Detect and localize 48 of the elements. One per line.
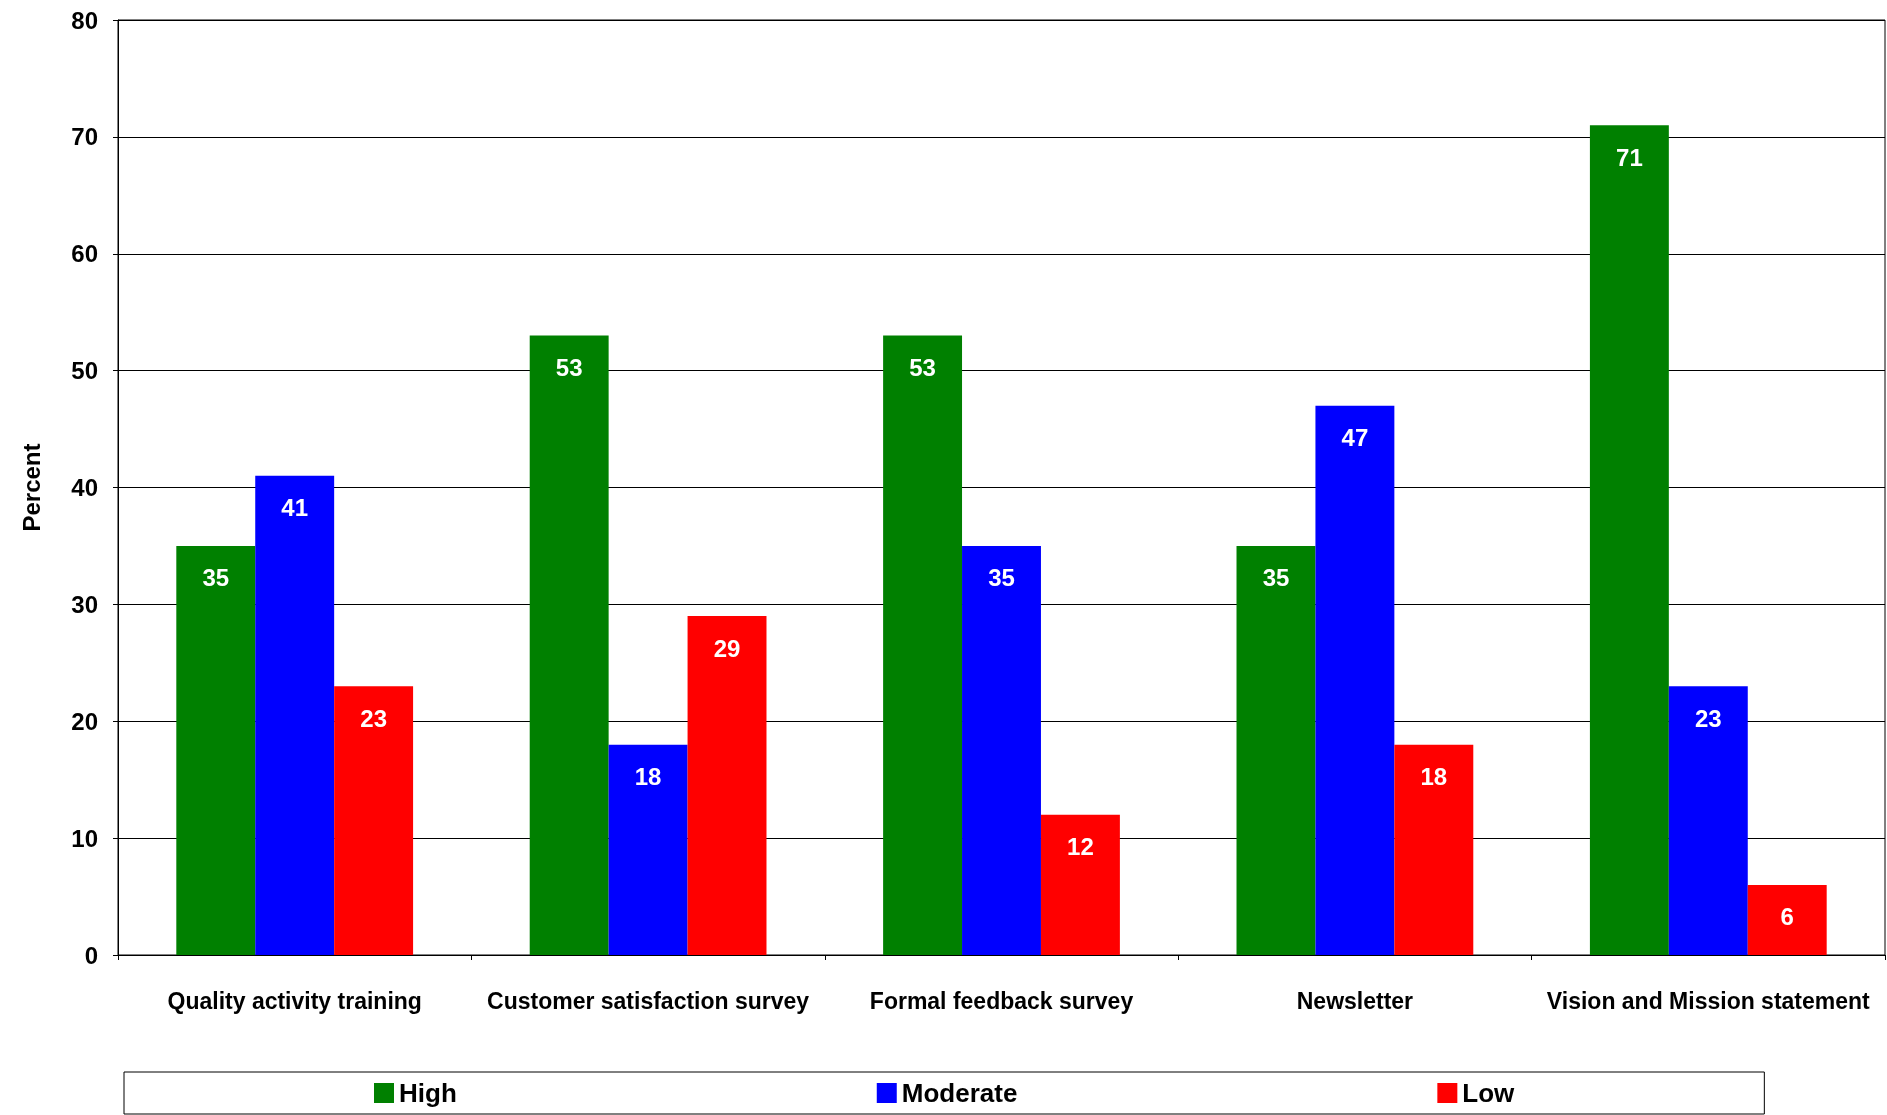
x-tick-label: Quality activity training: [167, 988, 422, 1014]
data-label: 47: [1341, 424, 1369, 452]
bar: [1668, 686, 1748, 955]
data-label: 18: [1420, 763, 1448, 791]
bar: [962, 545, 1041, 955]
y-tick-label: 20: [71, 707, 98, 735]
bar: [687, 616, 767, 955]
x-tick-label: Newsletter: [1296, 988, 1414, 1014]
data-label: 23: [360, 704, 387, 732]
data-label: 71: [1616, 143, 1643, 171]
legend-label: Moderate: [901, 1078, 1018, 1108]
data-label: 12: [1067, 833, 1094, 861]
bar: [334, 686, 414, 955]
y-tick-label: 40: [71, 474, 98, 501]
x-tick-label: Vision and Mission statement: [1546, 988, 1871, 1014]
data-label: 29: [713, 634, 741, 662]
bar: [1040, 814, 1120, 955]
bar: [1747, 884, 1827, 955]
data-label: 35: [988, 564, 1015, 592]
y-tick-label: 0: [84, 941, 98, 969]
data-label: 53: [909, 354, 936, 382]
y-tick-label: 70: [71, 123, 98, 151]
data-label: 35: [202, 564, 230, 592]
y-tick-label: 60: [71, 240, 98, 268]
y-tick-label: 80: [71, 6, 98, 34]
data-label: 23: [1694, 704, 1722, 732]
x-tick-label: Customer satisfaction survey: [487, 988, 810, 1014]
data-label: 41: [281, 494, 309, 522]
bar: [255, 475, 335, 955]
bar: [1589, 125, 1669, 955]
data-label: 53: [555, 354, 583, 382]
bar: [1315, 405, 1395, 955]
data-label: 35: [1262, 564, 1290, 592]
bar: [883, 335, 963, 955]
y-tick-label: 50: [71, 357, 98, 385]
y-tick-label: 10: [71, 824, 98, 852]
y-tick-label: 30: [71, 590, 98, 618]
bar: [529, 335, 609, 955]
x-tick-label: Formal feedback survey: [869, 988, 1134, 1014]
legend-label: High: [399, 1078, 457, 1108]
bar: [176, 545, 256, 955]
bar: [1236, 545, 1316, 955]
bar: [1394, 744, 1474, 955]
data-label: 18: [634, 763, 662, 791]
bar: [608, 744, 688, 955]
y-axis-title: Percent: [17, 443, 45, 532]
data-label: 6: [1780, 903, 1794, 931]
legend-label: Low: [1462, 1078, 1516, 1108]
